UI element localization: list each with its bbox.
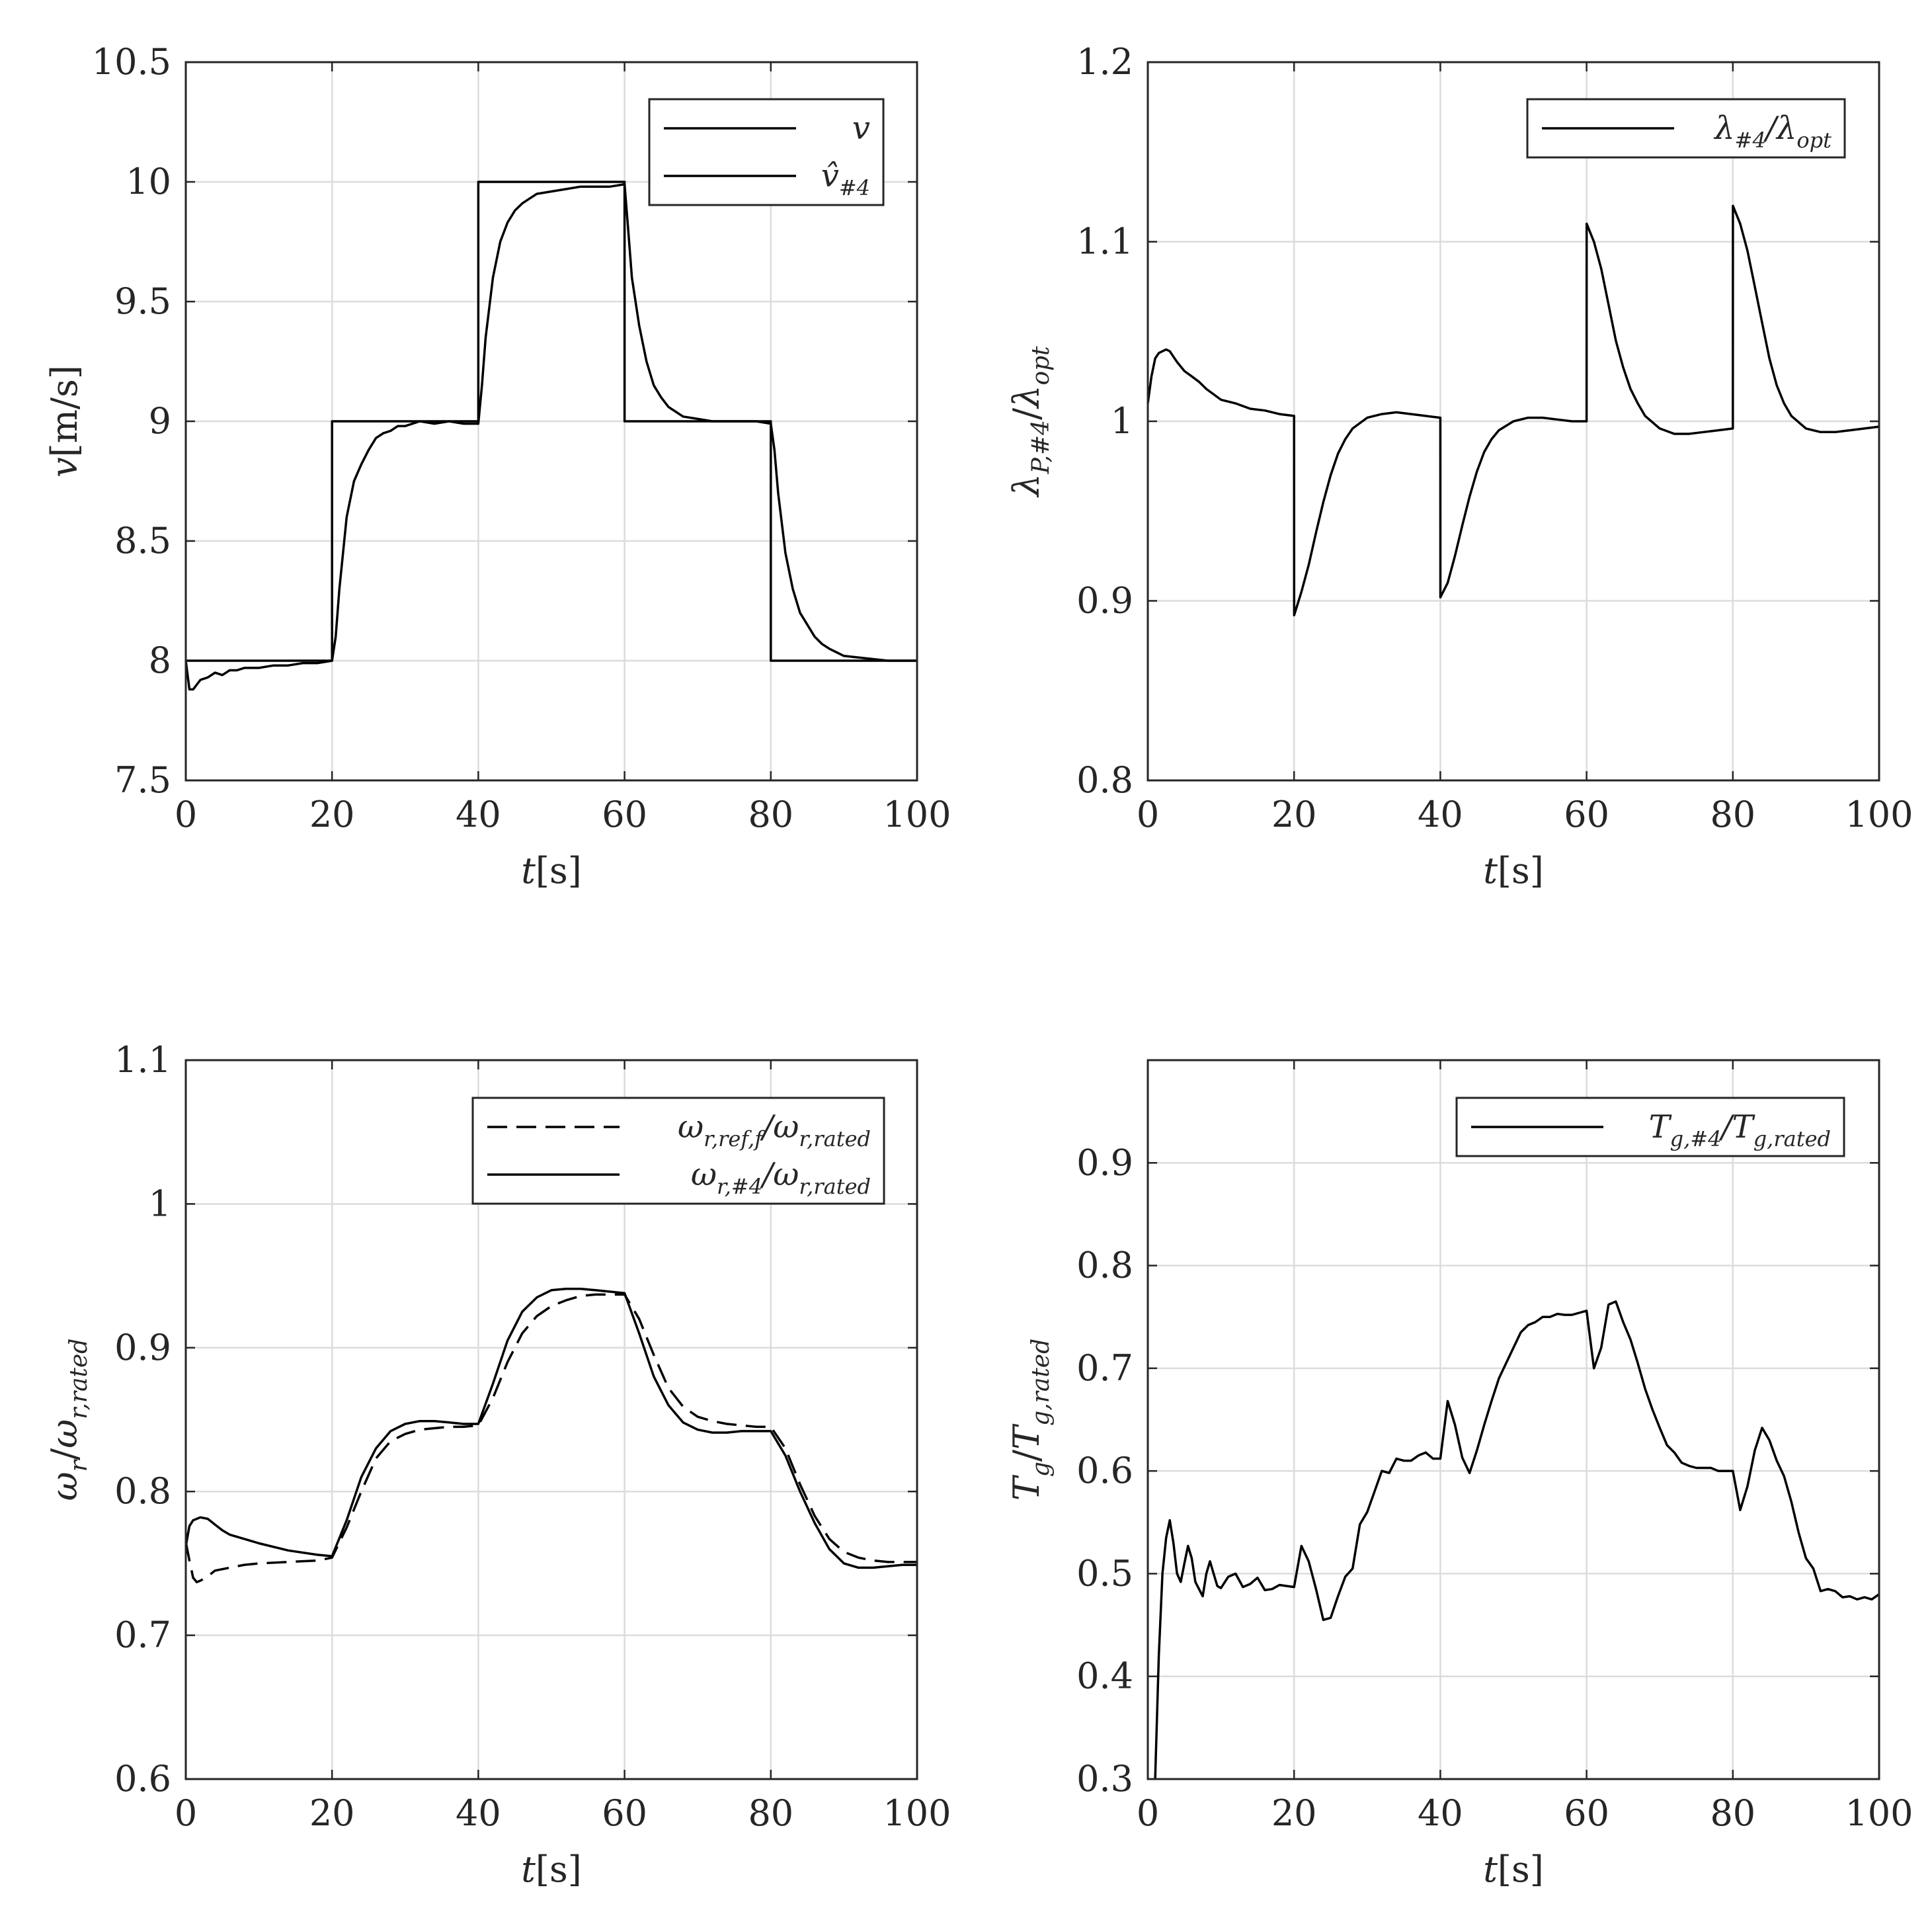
x-tick-label: 60 [1564,1792,1609,1834]
series-line-1 [184,1293,917,1583]
y-tick-label: 0.9 [1076,580,1133,622]
x-axis-label: t[s] [1483,1849,1544,1890]
x-tick-label: 60 [1564,794,1609,835]
y-tick-label: 1.1 [1076,221,1133,263]
x-tick-label: 0 [175,794,197,835]
x-tick-label: 0 [175,1792,197,1834]
x-tick-label: 60 [602,1792,647,1834]
y-tick-label: 0.6 [1076,1450,1133,1491]
series-line-1 [1147,204,1880,616]
y-tick-label: 10 [126,161,171,202]
x-tick-label: 100 [883,794,951,835]
y-tick-label: 8 [149,640,171,681]
torque-panel: 0 20 40 60 80 100 0.3 0.4 0.5 0.6 0.7 0.8 0.9 t[s] Tg/… [1006,1059,1913,1890]
x-tick-label: 100 [1845,1792,1913,1834]
y-tick-label: 0.7 [114,1614,171,1656]
x-tick-label: 60 [602,794,647,835]
legend: v v̂#4 [648,98,885,206]
speed-panel: 0 20 40 60 80 100 7.5 8 8.5 9 9.5 10 10.5 t[s] v[m/s] v… [44,41,951,892]
legend-label-1: λ#4/λopt [1713,110,1831,153]
y-tick-label: 0.7 [1076,1347,1133,1389]
legend: λ#4/λopt [1526,98,1846,159]
x-tick-label: 80 [1710,794,1755,835]
x-tick-label: 40 [1418,1792,1463,1834]
series-line-1 [186,181,917,662]
y-axis-label: Tg/Tg,rated [1006,1339,1055,1501]
legend-label-1: Tg,#4/Tg,rated [1649,1108,1831,1151]
series-line-1 [1154,1300,1880,1780]
y-tick-label: 8.5 [114,520,171,561]
x-tick-label: 100 [1845,794,1913,835]
tsr-panel: 0 20 40 60 80 100 0.8 0.9 1 1.1 1.2 t[s] λP,#4/λopt λ… [1006,41,1913,892]
y-axis-label: λP,#4/λopt [1006,346,1055,498]
legend-label-1: ωr,ref,f/ωr,rated [678,1108,871,1151]
legend-label-2: ωr,#4/ωr,rated [691,1156,871,1199]
rotor-speed-panel: 0 20 40 60 80 100 0.6 0.7 0.8 0.9 1 1.1 t[s] ωr/ωr,ra… [44,1039,951,1890]
y-tick-label: 7.5 [114,759,171,801]
y-axis-label: ωr/ωr,rated [44,1339,93,1501]
y-tick-label: 0.8 [1076,1245,1133,1286]
y-tick-label: 0.8 [1076,759,1133,801]
legend-label-2: v̂#4 [821,157,870,200]
y-tick-label: 0.8 [114,1470,171,1512]
legend-box [648,98,885,206]
axes-frame [184,1059,918,1780]
series-line-2 [184,183,917,691]
y-tick-label: 0.9 [114,1327,171,1368]
legend-label-1: v [852,110,870,147]
x-axis-label: t[s] [521,1849,582,1890]
x-tick-label: 20 [1271,1792,1317,1834]
x-tick-label: 20 [1271,794,1317,835]
x-tick-label: 20 [309,1792,355,1834]
legend: ωr,ref,f/ωr,rated ωr,#4/ωr,rated [471,1097,885,1205]
x-axis-label: t[s] [521,850,582,892]
plot-area [1148,1060,1879,1779]
y-tick-label: 0.4 [1076,1655,1133,1697]
x-tick-label: 40 [1418,794,1463,835]
series-line-2 [184,1287,917,1569]
y-tick-label: 0.5 [1076,1552,1133,1594]
x-tick-label: 0 [1137,1792,1159,1834]
x-tick-label: 80 [748,1792,793,1834]
x-tick-label: 80 [748,794,793,835]
x-tick-label: 40 [456,794,501,835]
x-tick-label: 20 [309,794,355,835]
x-axis-label: t[s] [1483,850,1544,892]
x-tick-label: 40 [456,1792,501,1834]
y-tick-label: 9 [149,400,171,442]
y-tick-label: 1.1 [114,1039,171,1081]
y-tick-label: 1 [149,1183,171,1224]
y-tick-label: 0.9 [1076,1142,1133,1183]
x-tick-label: 80 [1710,1792,1755,1834]
x-tick-label: 100 [883,1792,951,1834]
axes-frame [1147,61,1880,782]
axes-frame [184,61,918,782]
legend-box [1526,98,1846,159]
y-tick-label: 0.3 [1076,1758,1133,1800]
axes-frame [1147,1059,1880,1780]
y-tick-label: 10.5 [92,41,171,83]
y-tick-label: 1 [1111,400,1133,442]
y-tick-label: 9.5 [114,280,171,322]
y-tick-label: 1.2 [1076,41,1133,83]
legend-box [471,1097,885,1205]
legend: Tg,#4/Tg,rated [1455,1097,1845,1157]
y-tick-label: 0.6 [114,1758,171,1800]
y-axis-label: v[m/s] [44,365,85,478]
x-tick-label: 0 [1137,794,1159,835]
